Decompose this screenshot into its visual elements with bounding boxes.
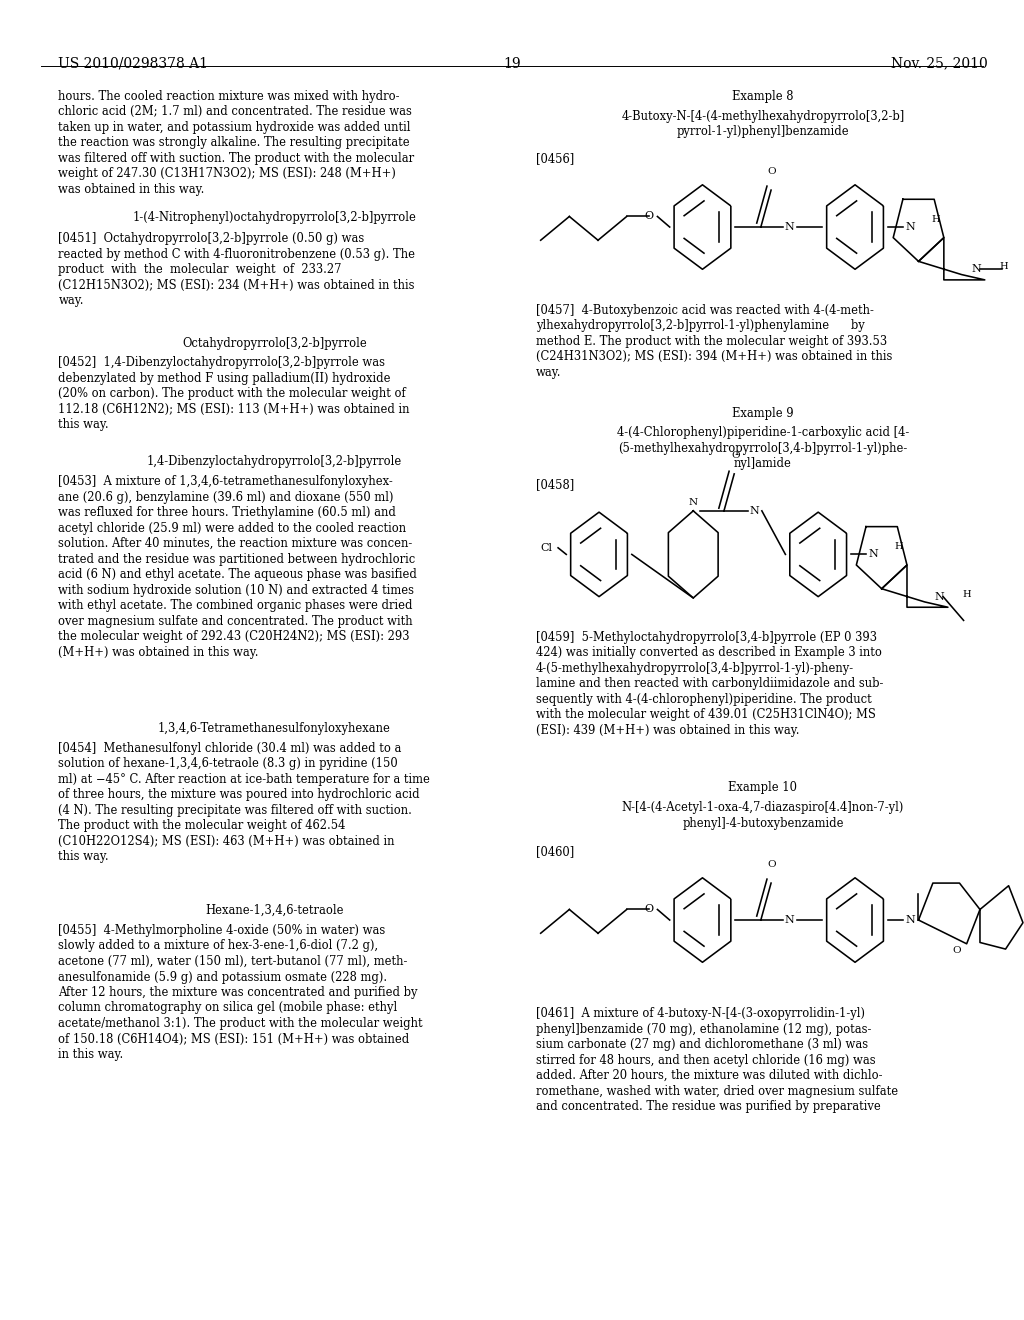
Text: H: H — [999, 263, 1008, 271]
Text: 19: 19 — [503, 57, 521, 71]
Text: N: N — [905, 222, 915, 232]
Text: [0456]: [0456] — [536, 152, 573, 165]
Text: [0457]  4-Butoxybenzoic acid was reacted with 4-(4-meth-
ylhexahydropyrrolo[3,2-: [0457] 4-Butoxybenzoic acid was reacted … — [536, 304, 892, 379]
Text: [0459]  5-Methyloctahydropyrrolo[3,4-b]pyrrole (EP 0 393
424) was initially conv: [0459] 5-Methyloctahydropyrrolo[3,4-b]py… — [536, 631, 883, 737]
Text: N: N — [784, 222, 795, 232]
Text: [0460]: [0460] — [536, 845, 573, 858]
Text: O: O — [645, 904, 653, 915]
Text: N: N — [689, 498, 697, 507]
Text: Cl: Cl — [541, 543, 553, 553]
Text: Example 9: Example 9 — [732, 407, 794, 420]
Text: 4-(4-Chlorophenyl)piperidine-1-carboxylic acid [4-
(5-methylhexahydropyrrolo[3,4: 4-(4-Chlorophenyl)piperidine-1-carboxyli… — [616, 426, 909, 470]
Text: 1,3,4,6-Tetramethanesulfonyloxyhexane: 1,3,4,6-Tetramethanesulfonyloxyhexane — [158, 722, 391, 735]
Text: N: N — [935, 591, 945, 602]
Text: hours. The cooled reaction mixture was mixed with hydro-
chloric acid (2M; 1.7 m: hours. The cooled reaction mixture was m… — [58, 90, 415, 195]
Text: H: H — [963, 590, 971, 598]
Text: 1,4-Dibenzyloctahydropyrrolo[3,2-b]pyrrole: 1,4-Dibenzyloctahydropyrrolo[3,2-b]pyrro… — [146, 455, 402, 469]
Text: [0453]  A mixture of 1,3,4,6-tetramethanesulfonyloxyhex-
ane (20.6 g), benzylami: [0453] A mixture of 1,3,4,6-tetramethane… — [58, 475, 417, 659]
Text: Nov. 25, 2010: Nov. 25, 2010 — [892, 57, 988, 71]
Text: O: O — [952, 946, 961, 954]
Text: N: N — [905, 915, 915, 925]
Text: [0454]  Methanesulfonyl chloride (30.4 ml) was added to a
solution of hexane-1,3: [0454] Methanesulfonyl chloride (30.4 ml… — [58, 742, 430, 863]
Text: N-[4-(4-Acetyl-1-oxa-4,7-diazaspiro[4.4]non-7-yl)
phenyl]-4-butoxybenzamide: N-[4-(4-Acetyl-1-oxa-4,7-diazaspiro[4.4]… — [622, 801, 904, 830]
Text: Example 10: Example 10 — [728, 781, 798, 795]
Text: [0452]  1,4-Dibenzyloctahydropyrrolo[3,2-b]pyrrole was
debenzylated by method F : [0452] 1,4-Dibenzyloctahydropyrrolo[3,2-… — [58, 356, 410, 432]
Text: [0461]  A mixture of 4-butoxy-N-[4-(3-oxopyrrolidin-1-yl)
phenyl]benzamide (70 m: [0461] A mixture of 4-butoxy-N-[4-(3-oxo… — [536, 1007, 898, 1113]
Text: N: N — [784, 915, 795, 925]
Text: O: O — [731, 451, 739, 459]
Text: Example 8: Example 8 — [732, 90, 794, 103]
Text: 4-Butoxy-N-[4-(4-methylhexahydropyrrolo[3,2-b]
pyrrol-1-yl)phenyl]benzamide: 4-Butoxy-N-[4-(4-methylhexahydropyrrolo[… — [622, 110, 904, 139]
Text: O: O — [645, 211, 653, 222]
Text: US 2010/0298378 A1: US 2010/0298378 A1 — [58, 57, 208, 71]
Text: O: O — [768, 168, 776, 176]
Text: H: H — [932, 215, 940, 223]
Text: N: N — [868, 549, 879, 560]
Text: N: N — [972, 264, 982, 275]
Text: [0455]  4-Methylmorpholine 4-oxide (50% in water) was
slowly added to a mixture : [0455] 4-Methylmorpholine 4-oxide (50% i… — [58, 924, 423, 1061]
Text: 1-(4-Nitrophenyl)octahydropyrrolo[3,2-b]pyrrole: 1-(4-Nitrophenyl)octahydropyrrolo[3,2-b]… — [132, 211, 417, 224]
Text: [0451]  Octahydropyrrolo[3,2-b]pyrrole (0.50 g) was
reacted by method C with 4-f: [0451] Octahydropyrrolo[3,2-b]pyrrole (0… — [58, 232, 416, 308]
Text: H: H — [895, 543, 903, 550]
Text: [0458]: [0458] — [536, 478, 573, 491]
Text: Octahydropyrrolo[3,2-b]pyrrole: Octahydropyrrolo[3,2-b]pyrrole — [182, 337, 367, 350]
Text: Hexane-1,3,4,6-tetraole: Hexane-1,3,4,6-tetraole — [205, 904, 344, 917]
Text: O: O — [768, 861, 776, 869]
Text: N: N — [750, 506, 760, 516]
